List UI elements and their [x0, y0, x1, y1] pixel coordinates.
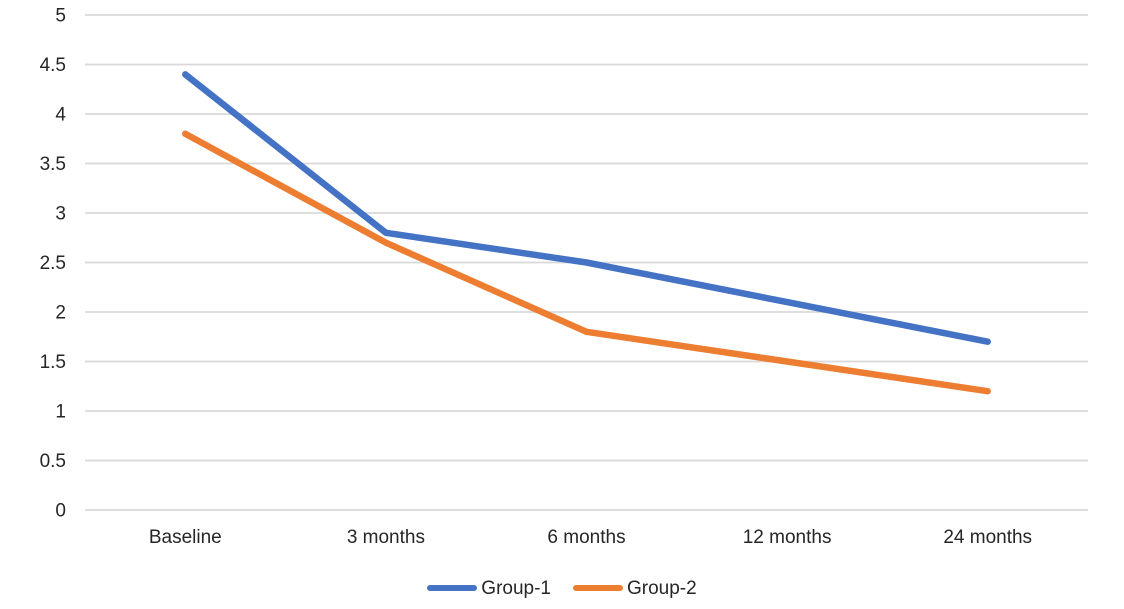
- y-tick-label: 4.5: [40, 55, 66, 76]
- y-tick-label: 2.5: [40, 253, 66, 274]
- x-category-label: 6 months: [547, 527, 625, 548]
- legend-label-group-1: Group-1: [481, 577, 551, 599]
- y-tick-label: 2: [55, 303, 66, 324]
- y-tick-label: 1.5: [40, 352, 66, 373]
- legend-swatch-group-2: [573, 585, 623, 591]
- y-tick-label: 5: [55, 6, 66, 27]
- x-category-label: 12 months: [743, 527, 832, 548]
- chart-legend: Group-1 Group-2: [0, 574, 1124, 602]
- y-tick-label: 0.5: [40, 451, 66, 472]
- y-tick-label: 3: [55, 204, 66, 225]
- y-tick-label: 4: [55, 105, 66, 126]
- x-category-label: 3 months: [347, 527, 425, 548]
- y-tick-label: 3.5: [40, 154, 66, 175]
- y-tick-label: 1: [55, 402, 66, 423]
- series-line-group-1: [182, 71, 991, 345]
- y-tick-label: 0: [55, 501, 66, 522]
- series-line-group-2: [182, 130, 991, 395]
- x-category-label: 24 months: [943, 527, 1032, 548]
- legend-item-group-2: Group-2: [573, 579, 697, 598]
- x-category-label: Baseline: [149, 527, 222, 548]
- legend-item-group-1: Group-1: [427, 579, 551, 598]
- plot-area: 0 0.5 1 1.5 2 2.5 3 3.5 4 4.5 5 Baseline 3 months 6 m…: [40, 6, 1088, 548]
- legend-swatch-group-1: [427, 585, 478, 591]
- legend-label-group-2: Group-2: [627, 577, 697, 599]
